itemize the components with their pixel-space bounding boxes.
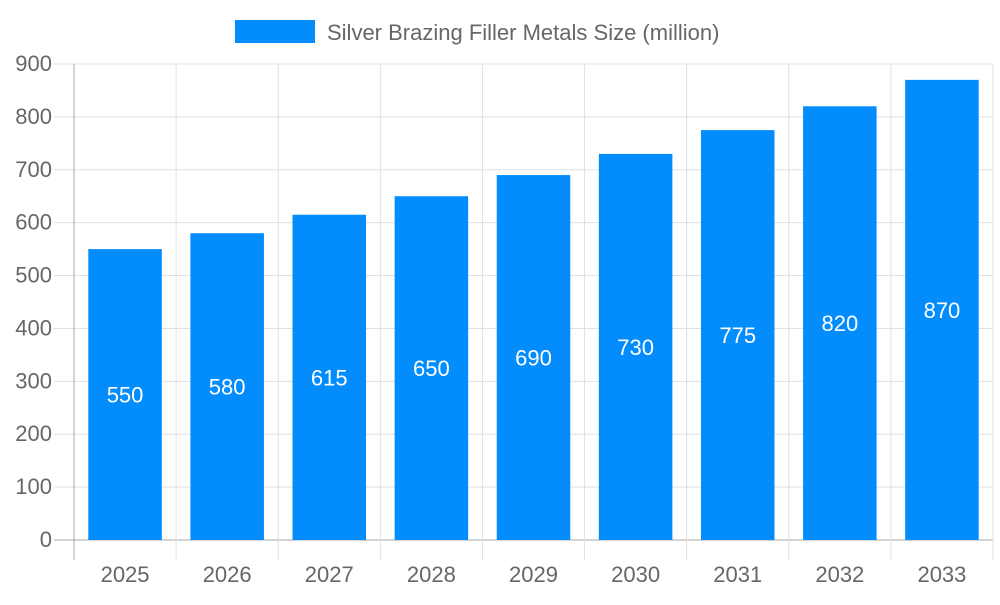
data-label: 820 [821,311,858,336]
y-tick-label: 700 [15,157,52,182]
data-label: 650 [413,356,450,381]
bar [496,175,571,541]
data-label: 550 [107,383,144,408]
x-tick-label: 2028 [407,562,456,587]
x-tick-label: 2027 [305,562,354,587]
legend[interactable]: Silver Brazing Filler Metals Size (milli… [235,20,719,45]
y-tick-label: 500 [15,263,52,288]
data-label: 690 [515,346,552,371]
data-label: 870 [924,298,961,323]
y-tick-label: 800 [15,104,52,129]
y-tick-label: 0 [40,527,52,552]
legend-swatch [235,20,315,43]
data-label: 775 [719,323,756,348]
bar [292,214,367,540]
x-tick-label: 2030 [611,562,660,587]
bar [394,196,469,540]
x-tick-label: 2026 [203,562,252,587]
y-tick-label: 100 [15,474,52,499]
data-label: 580 [209,375,246,400]
y-tick-label: 300 [15,368,52,393]
x-tick-label: 2033 [917,562,966,587]
data-label: 730 [617,335,654,360]
y-tick-label: 900 [15,51,52,76]
y-tick-label: 600 [15,210,52,235]
bar [700,130,775,540]
bar [803,106,877,541]
y-tick-label: 400 [15,315,52,340]
bars: 550 580 615 650 690 730 775 820 870 [88,79,979,541]
bar [190,233,264,540]
bar [88,249,162,540]
x-tick-label: 2029 [509,562,558,587]
y-tick-label: 200 [15,421,52,446]
bar [598,153,673,540]
axes: 0 100 200 300 400 500 600 700 800 900 2025 2026 2027… [15,51,966,587]
x-tick-label: 2032 [815,562,864,587]
x-tick-label: 2031 [713,562,762,587]
x-tick-label: 2025 [101,562,150,587]
legend-label: Silver Brazing Filler Metals Size (milli… [327,20,719,45]
data-label: 615 [311,365,348,390]
bar [905,79,979,540]
